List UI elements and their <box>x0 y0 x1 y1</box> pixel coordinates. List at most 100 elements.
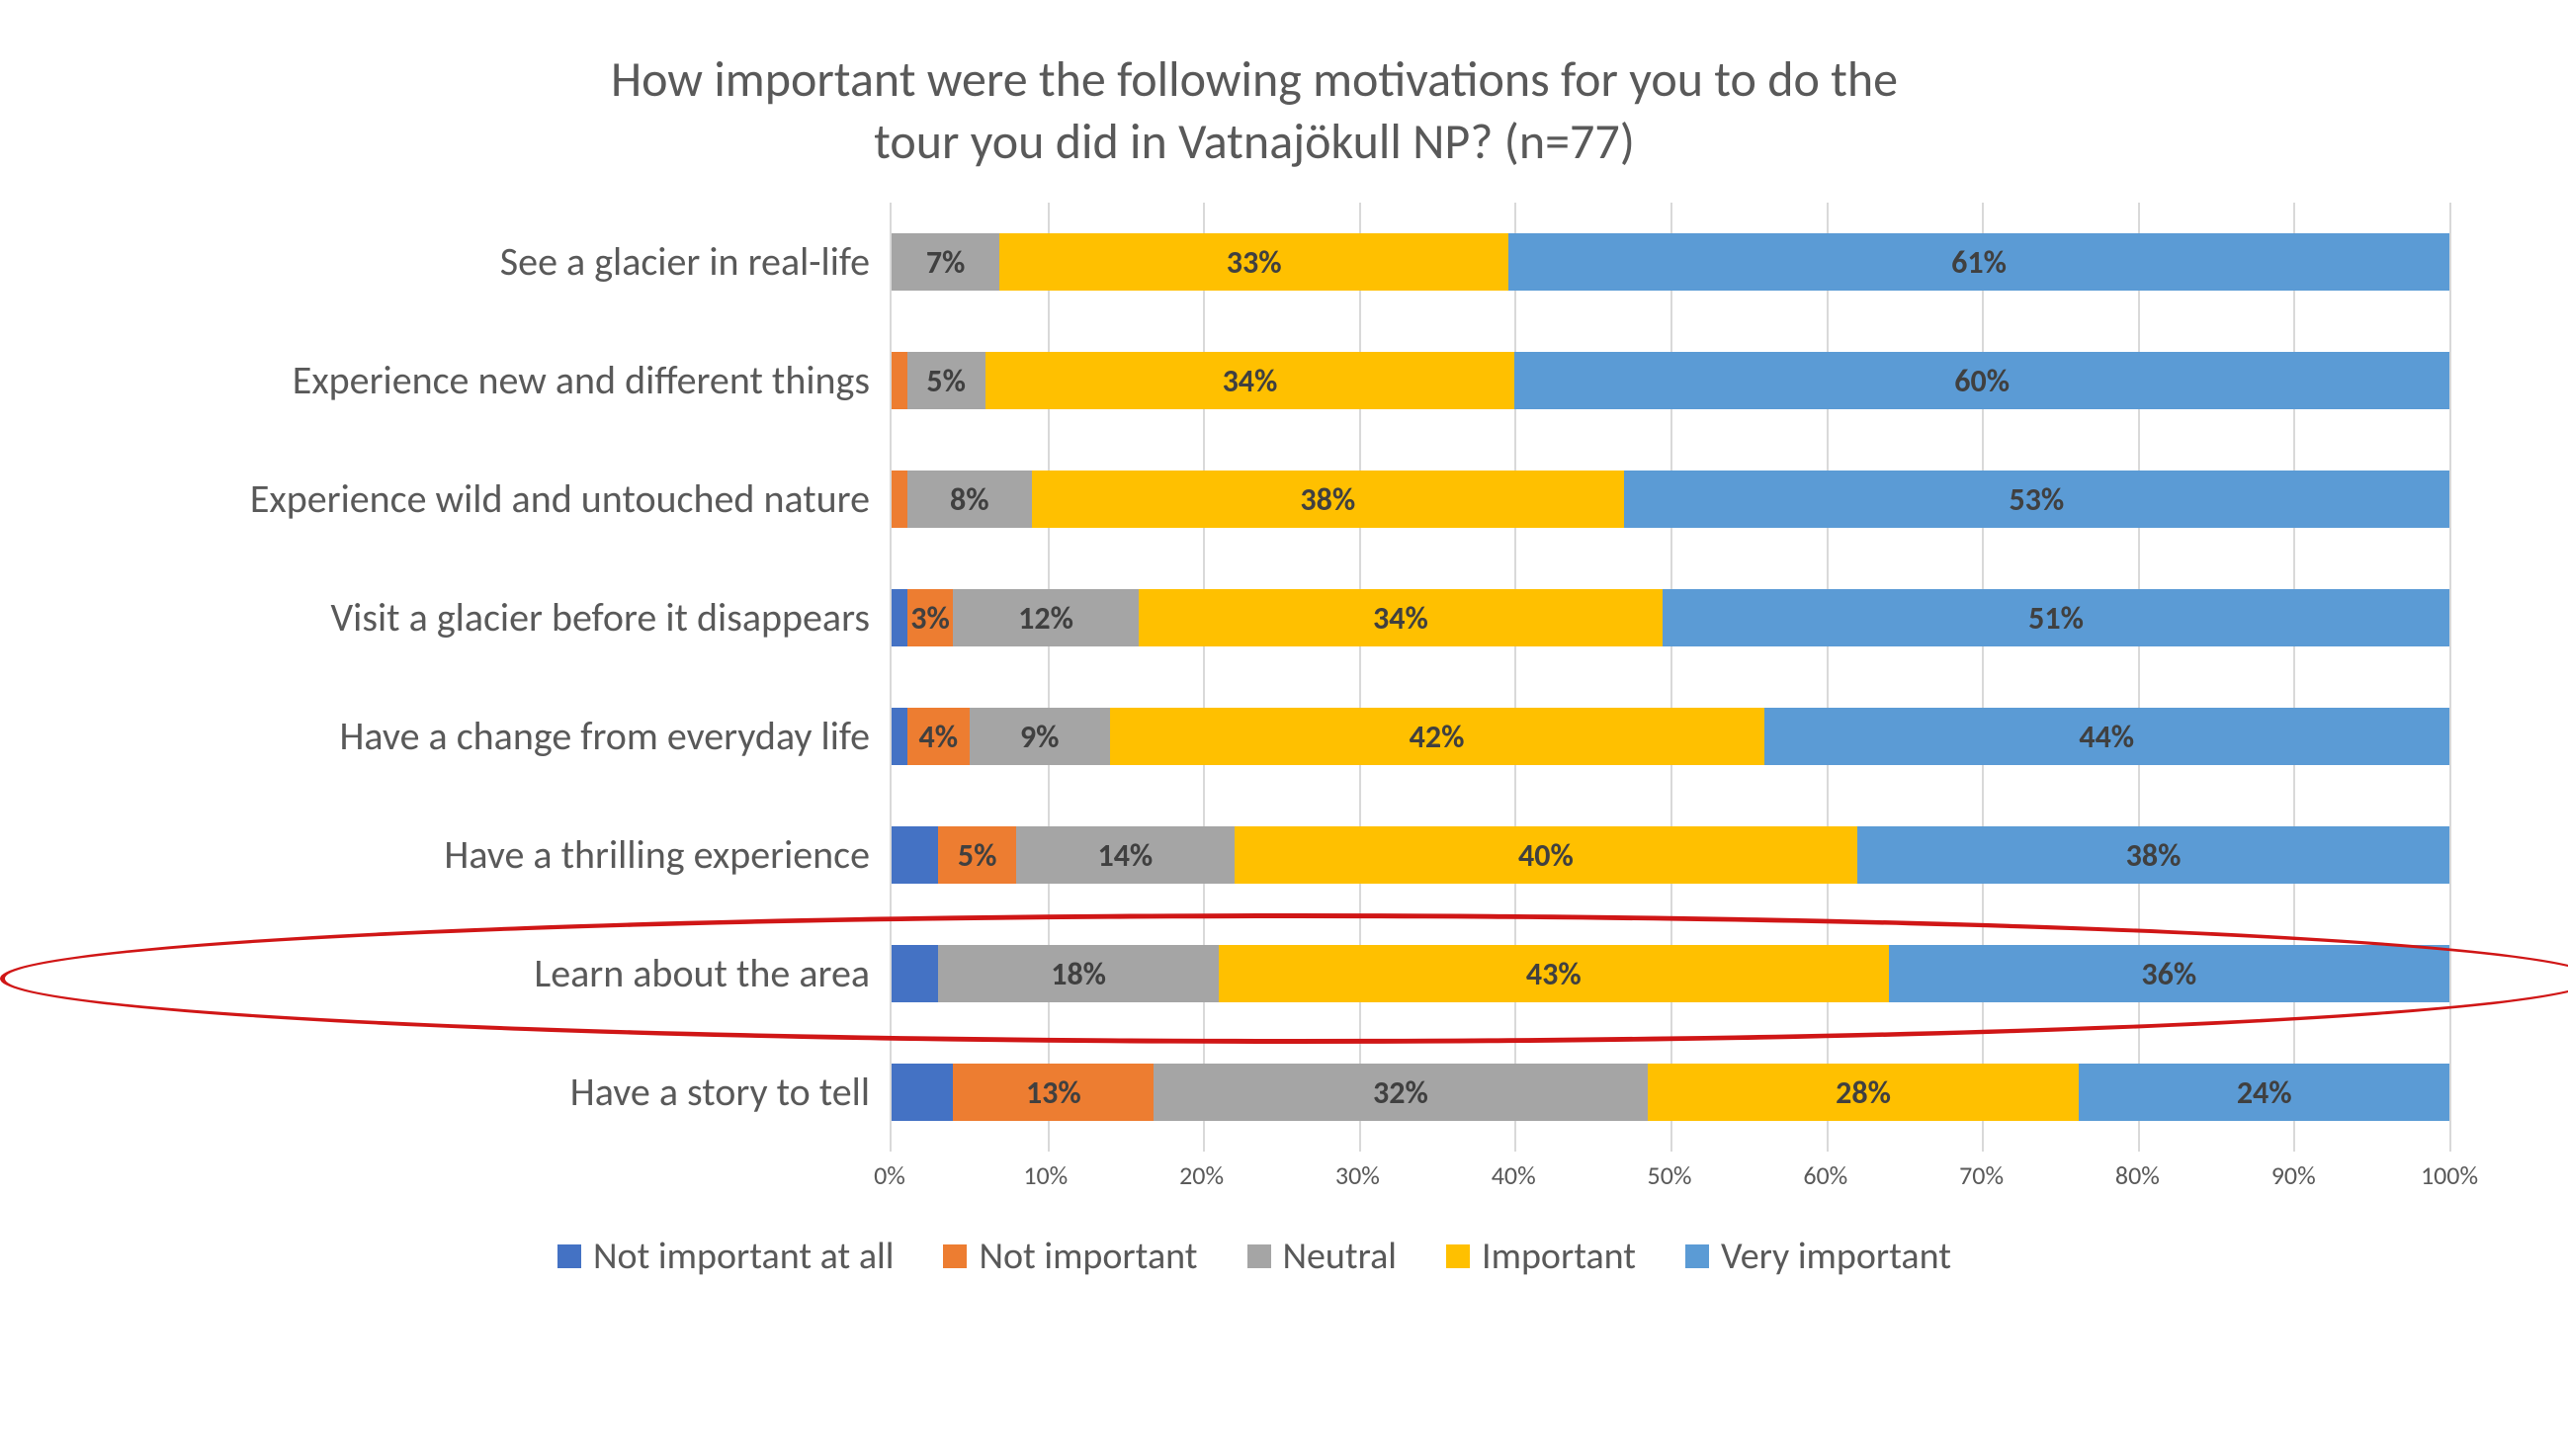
y-axis-label: Have a story to tell <box>59 1071 870 1114</box>
bar-segment-label: 34% <box>1373 599 1428 638</box>
bars-container: 7%33%61%5%34%60%8%38%53%3%12%34%51%4%9%4… <box>892 203 2449 1152</box>
bar-segment: 9% <box>970 708 1110 765</box>
bar-row: 5% 34% 60% <box>892 352 2449 409</box>
bar-segment: 5% <box>938 826 1016 884</box>
plot-frame: See a glacier in real-life Experience new… <box>59 203 2449 1199</box>
bar-segment-label: 53% <box>2009 480 2064 519</box>
bar-segment: 36% <box>1889 945 2449 1002</box>
x-axis-tick-label: 20% <box>1179 1159 1224 1191</box>
legend-item: Important <box>1446 1234 1636 1279</box>
y-axis-labels: See a glacier in real-life Experience new… <box>59 203 890 1152</box>
legend-item: Very important <box>1685 1234 1951 1279</box>
bar-segment-label: 18% <box>1051 955 1106 993</box>
bar-segment: 44% <box>1764 708 2449 765</box>
x-axis: 0%10%20%30%40%50%60%70%80%90%100% <box>59 1159 2449 1199</box>
bar-segment: 32% <box>1154 1064 1647 1121</box>
y-axis-label: Learn about the area <box>59 952 870 995</box>
bar-row: 13% 32% 28% 24% <box>892 1064 2449 1121</box>
chart-container: How important were the following motivat… <box>0 0 2568 1456</box>
legend-swatch <box>1446 1244 1470 1268</box>
bar-segment-label: 36% <box>2141 955 2196 993</box>
bar-segment-label: 9% <box>1020 718 1060 756</box>
bar-segment-label: 3% <box>910 599 950 638</box>
bar-segment-label: 13% <box>1026 1073 1081 1112</box>
x-axis-tick-label: 100% <box>2421 1159 2478 1191</box>
bar-segment: 18% <box>938 945 1219 1002</box>
legend-swatch <box>557 1244 581 1268</box>
x-axis-tick-label: 60% <box>1803 1159 1847 1191</box>
bar-segment <box>892 945 938 1002</box>
gridline <box>2449 203 2451 1152</box>
bar-segment <box>892 708 907 765</box>
legend-item: Not important <box>943 1234 1197 1279</box>
bar-segment-label: 44% <box>2079 718 2134 756</box>
bar-segment: 5% <box>907 352 985 409</box>
legend-swatch <box>1247 1244 1271 1268</box>
bar-row: 7% 33% 61% <box>892 233 2449 291</box>
chart-title: How important were the following motivat… <box>59 49 2449 173</box>
bar-segment <box>892 826 938 884</box>
legend-swatch <box>943 1244 967 1268</box>
bar-segment <box>892 589 907 646</box>
bar-segment-label: 38% <box>2126 836 2182 875</box>
bar-segment: 43% <box>1219 945 1889 1002</box>
bar-segment-label: 7% <box>926 243 966 282</box>
bar-segment: 51% <box>1663 589 2449 646</box>
bar-segment: 38% <box>1032 471 1624 528</box>
bar-segment-label: 33% <box>1227 243 1282 282</box>
bar-segment <box>892 471 907 528</box>
bar-row: 18% 43% 36% <box>892 945 2449 1002</box>
bar-segment: 24% <box>2079 1064 2448 1121</box>
bar-segment-label: 4% <box>918 718 958 756</box>
grid-area: 7%33%61%5%34%60%8%38%53%3%12%34%51%4%9%4… <box>890 203 2449 1152</box>
chart-title-line2: tour you did in Vatnajökull NP? (n=77) <box>874 112 1635 172</box>
bar-segment <box>892 352 907 409</box>
legend-label: Not important at all <box>593 1234 894 1279</box>
legend: Not important at all Not important Neutral… <box>59 1234 2449 1279</box>
bar-segment-label: 40% <box>1518 836 1574 875</box>
bar-segment: 13% <box>953 1064 1154 1121</box>
bar-segment: 14% <box>1016 826 1235 884</box>
y-axis-label: Visit a glacier before it disappears <box>59 596 870 640</box>
legend-label: Very important <box>1721 1234 1951 1279</box>
bar-segment: 28% <box>1648 1064 2080 1121</box>
bar-segment-label: 43% <box>1526 955 1582 993</box>
bar-segment: 60% <box>1514 352 2449 409</box>
y-axis-label: Experience new and different things <box>59 359 870 402</box>
x-axis-tick-label: 30% <box>1335 1159 1380 1191</box>
y-axis-label: See a glacier in real-life <box>59 240 870 284</box>
bar-row: 4% 9% 42% 44% <box>892 708 2449 765</box>
x-axis-tick-label: 80% <box>2115 1159 2160 1191</box>
bar-segment: 34% <box>985 352 1515 409</box>
bar-segment-label: 38% <box>1300 480 1355 519</box>
bar-segment: 4% <box>907 708 970 765</box>
y-axis-label: Experience wild and untouched nature <box>59 477 870 521</box>
x-axis-tick-label: 90% <box>2271 1159 2316 1191</box>
bar-segment-label: 8% <box>950 480 989 519</box>
x-axis-tick-label: 50% <box>1648 1159 1692 1191</box>
legend-item: Neutral <box>1247 1234 1398 1279</box>
legend-label: Not important <box>979 1234 1197 1279</box>
x-axis-tick-label: 40% <box>1492 1159 1536 1191</box>
bar-segment: 34% <box>1139 589 1664 646</box>
bar-segment-label: 28% <box>1836 1073 1891 1112</box>
bar-segment: 61% <box>1508 233 2449 291</box>
y-axis-label: Have a thrilling experience <box>59 833 870 877</box>
legend-item: Not important at all <box>557 1234 894 1279</box>
bar-segment: 38% <box>1857 826 2449 884</box>
bar-segment <box>892 1064 953 1121</box>
bar-segment-label: 24% <box>2237 1073 2292 1112</box>
bar-segment-label: 34% <box>1223 362 1278 400</box>
x-axis-ticks: 0%10%20%30%40%50%60%70%80%90%100% <box>890 1159 2449 1199</box>
x-axis-tick-label: 0% <box>874 1159 905 1191</box>
bar-row: 3% 12% 34% 51% <box>892 589 2449 646</box>
plot-area: See a glacier in real-life Experience new… <box>59 203 2449 1152</box>
bar-segment-label: 14% <box>1097 836 1153 875</box>
legend-label: Important <box>1482 1234 1636 1279</box>
bar-segment: 42% <box>1110 708 1764 765</box>
bar-segment-label: 51% <box>2028 599 2084 638</box>
bar-segment-label: 12% <box>1018 599 1073 638</box>
bar-segment: 33% <box>999 233 1508 291</box>
bar-segment-label: 32% <box>1373 1073 1428 1112</box>
bar-segment: 12% <box>953 589 1138 646</box>
